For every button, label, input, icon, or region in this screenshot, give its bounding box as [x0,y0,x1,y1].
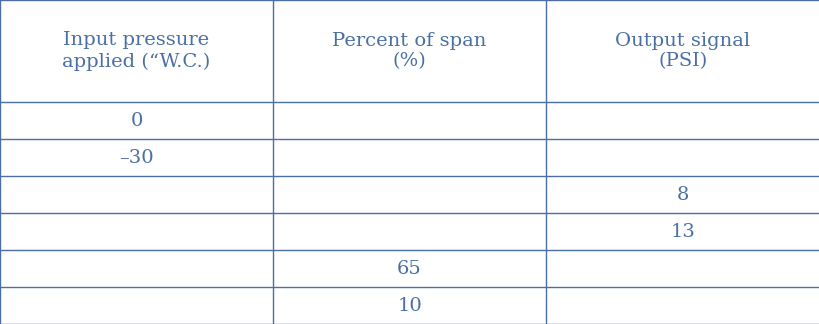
Text: 0: 0 [130,111,143,130]
Text: 13: 13 [670,223,695,240]
Text: Percent of span
(%): Percent of span (%) [332,32,486,70]
Text: Output signal
(PSI): Output signal (PSI) [615,32,749,70]
Text: –30: –30 [119,148,154,167]
Text: 10: 10 [396,296,422,315]
Text: Input pressure
applied (“W.C.): Input pressure applied (“W.C.) [62,31,210,71]
Text: 8: 8 [676,186,689,203]
Text: 65: 65 [396,260,422,278]
